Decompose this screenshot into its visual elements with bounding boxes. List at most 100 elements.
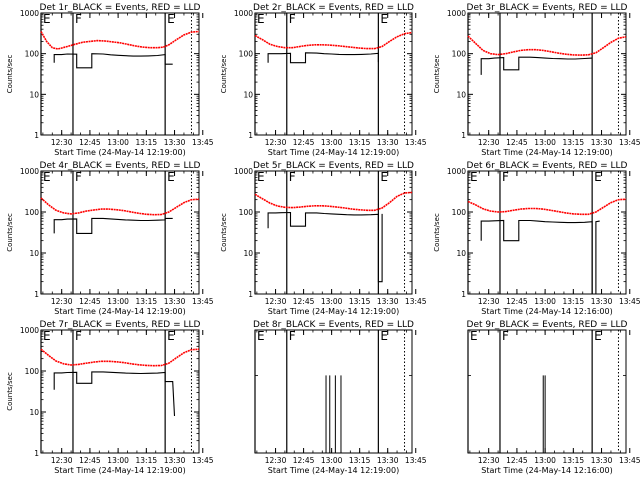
x-tick-label: 12:45 [293,138,315,147]
x-axis-label: Start Time (24-May-14 12:19:00) [481,148,612,157]
y-tick-label: 1 [248,131,253,140]
event-marker-label: E [257,12,265,26]
event-marker-label: E [167,12,175,26]
x-tick-label: 13:15 [136,456,158,465]
y-tick-label: 1000 [447,9,466,18]
panel-title: Det 8r_BLACK = Events, RED = LLD [253,320,414,330]
event-marker-label: E [167,170,175,184]
event-marker-label: E [470,170,478,184]
y-tick-label: 10 [243,90,253,99]
plot-frame [40,12,200,136]
y-axis-label: Counts/sec [220,213,228,252]
event-marker-label: F [289,12,296,26]
x-tick-label: 13:15 [136,297,158,306]
events-series-line [267,52,379,64]
y-axis-label: Counts/sec [6,213,14,252]
x-tick-label: 13:00 [534,138,556,147]
x-tick-label: 13:00 [534,456,556,465]
plot-frame [40,170,200,295]
x-tick-label: 13:45 [619,456,640,465]
x-tick-label: 13:15 [563,138,585,147]
y-axis-label: Counts/sec [6,55,14,94]
y-tick-label: 1 [461,131,466,140]
y-tick-label: 100 [25,50,40,59]
x-tick-label: 13:15 [563,297,585,306]
events-series-line [53,371,176,417]
detector-panel-5: Det 5r_BLACK = Events, RED = LLD 1 10 100 10… [220,161,427,316]
y-tick-label: 10 [29,249,39,258]
x-tick-label: 12:30 [265,456,287,465]
x-tick-label: 13:15 [349,456,371,465]
plot-frame [254,329,413,454]
detector-panel-2: Det 2r_BLACK = Events, RED = LLD 1 10 100 10… [220,3,427,157]
lld-series-line [254,191,413,212]
lld-series-line [40,348,200,367]
y-tick-label: 1000 [234,167,253,176]
y-tick-label: 100 [239,208,254,217]
detector-panel-8: Det 8r_BLACK = Events, RED = LLD 12:30 12:… [253,320,427,475]
plot-frame [467,329,627,454]
event-marker-label: E [257,170,265,184]
y-tick-label: 10 [456,249,466,258]
x-tick-label: 12:30 [478,138,500,147]
events-series-line [267,211,383,283]
x-axis-label: Start Time (24-May-14 12:16:00) [481,466,612,475]
y-tick-label: 100 [452,208,467,217]
y-tick-label: 1000 [447,167,466,176]
plot-frame [254,170,413,295]
event-marker-label: E [43,170,51,184]
x-tick-label: 13:45 [192,297,214,306]
y-tick-label: 100 [25,208,40,217]
y-tick-label: 1000 [20,167,39,176]
x-tick-label: 13:30 [591,456,613,465]
x-axis-label: Start Time (24-May-14 12:19:00) [268,307,399,316]
x-tick-label: 12:45 [506,297,528,306]
event-marker-label: F [75,329,82,343]
x-tick-label: 13:00 [321,138,343,147]
x-tick-label: 13:00 [534,297,556,306]
event-marker-label: E [380,329,388,343]
panel-title: Det 2r_BLACK = Events, RED = LLD [253,3,414,13]
event-marker-label: F [75,12,82,26]
y-tick-label: 1 [34,290,39,299]
y-tick-label: 1 [34,131,39,140]
detector-panel-1: Det 1r_BLACK = Events, RED = LLD 1 10 100 10… [6,3,214,157]
x-axis-label: Start Time (24-May-14 12:19:00) [268,148,399,157]
lld-series-line [40,197,200,216]
panel-title: Det 4r_BLACK = Events, RED = LLD [40,161,201,171]
y-axis-label: Counts/sec [6,372,14,411]
events-series-line [53,217,173,234]
x-tick-label: 12:30 [265,297,287,306]
event-marker-label: E [470,329,478,343]
x-tick-label: 13:15 [349,297,371,306]
x-tick-label: 13:30 [164,456,186,465]
event-marker-label: E [257,329,265,343]
plot-frame [467,12,627,136]
y-tick-label: 1000 [20,326,39,335]
y-tick-label: 10 [456,90,466,99]
x-tick-label: 13:15 [136,138,158,147]
panel-title: Det 3r_BLACK = Events, RED = LLD [467,3,628,13]
x-tick-label: 13:30 [377,456,399,465]
x-tick-label: 13:45 [405,297,427,306]
x-tick-label: 13:00 [321,297,343,306]
y-tick-label: 100 [239,50,254,59]
plot-frame [254,12,413,136]
x-tick-label: 13:00 [107,456,129,465]
x-axis-label: Start Time (24-May-14 12:19:00) [268,466,399,475]
event-marker-label: E [167,329,175,343]
detector-panel-9: Det 9r_BLACK = Events, RED = LLD 12:30 12:… [467,320,640,475]
x-tick-label: 13:00 [107,138,129,147]
event-marker-label: E [43,12,51,26]
detector-panel-3: Det 3r_BLACK = Events, RED = LLD 1 10 100 10… [433,3,640,157]
x-tick-label: 12:30 [478,297,500,306]
event-marker-label: F [289,170,296,184]
x-tick-label: 13:00 [321,456,343,465]
event-marker-label: F [502,329,509,343]
x-tick-label: 12:45 [293,297,315,306]
lld-series-line [467,35,627,56]
y-tick-label: 1 [34,449,39,458]
x-tick-label: 13:30 [377,138,399,147]
panel-title: Det 7r_BLACK = Events, RED = LLD [40,320,201,330]
